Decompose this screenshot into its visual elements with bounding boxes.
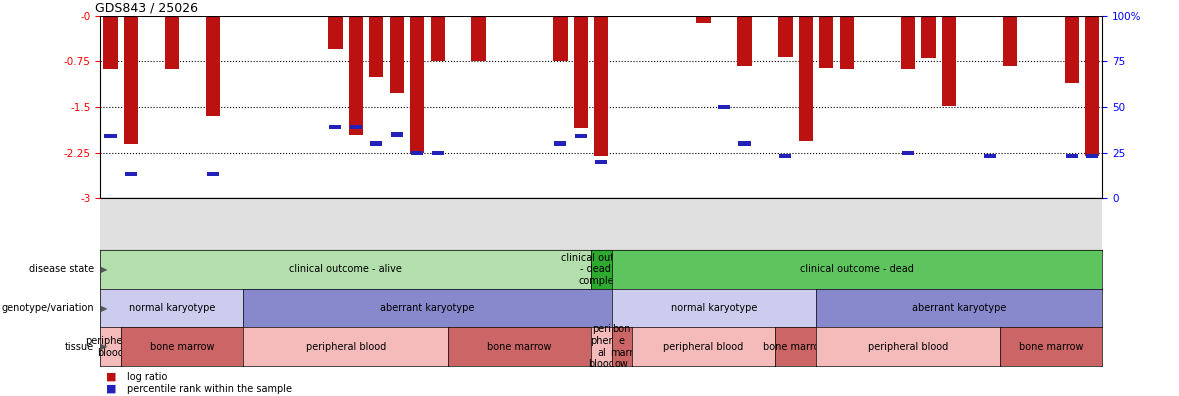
Bar — [205, 16, 219, 116]
Text: ■: ■ — [106, 372, 117, 382]
Text: normal karyotype: normal karyotype — [671, 303, 757, 313]
Text: genotype/variation: genotype/variation — [1, 303, 94, 313]
Bar — [390, 132, 403, 137]
Bar — [738, 141, 751, 146]
Bar — [1003, 16, 1017, 66]
Text: GDS843 / 25026: GDS843 / 25026 — [95, 2, 198, 15]
Text: peripheral blood: peripheral blood — [664, 342, 744, 352]
Bar — [1066, 154, 1078, 158]
Text: normal karyotype: normal karyotype — [129, 303, 215, 313]
Bar — [430, 16, 444, 61]
Bar — [472, 16, 486, 61]
Text: disease state: disease state — [29, 264, 94, 274]
Text: tissue: tissue — [65, 342, 94, 352]
Bar — [1065, 16, 1079, 83]
Bar — [779, 154, 791, 158]
Bar — [594, 16, 608, 156]
Text: peripheral
blood: peripheral blood — [85, 336, 136, 358]
Text: clinical outcome
- dead in
complete: clinical outcome - dead in complete — [561, 253, 641, 286]
Text: peri
pher
al
blood: peri pher al blood — [588, 324, 614, 369]
Text: clinical outcome - dead: clinical outcome - dead — [801, 264, 914, 274]
Bar — [410, 16, 424, 153]
Bar — [983, 154, 996, 158]
Bar — [349, 16, 363, 135]
Text: bon
e
marr
ow: bon e marr ow — [610, 324, 633, 369]
Text: bone marrow: bone marrow — [763, 342, 828, 352]
Bar — [778, 16, 792, 57]
Bar — [411, 150, 423, 155]
Bar — [124, 16, 138, 144]
Text: peripheral blood: peripheral blood — [305, 342, 386, 352]
Bar — [432, 150, 443, 155]
Bar — [206, 172, 219, 176]
Bar — [328, 16, 343, 50]
Text: ▶: ▶ — [101, 343, 108, 351]
Bar — [165, 16, 179, 69]
Bar — [350, 125, 362, 129]
Text: ▶: ▶ — [101, 265, 108, 274]
Bar — [389, 16, 404, 93]
Text: ■: ■ — [106, 384, 117, 394]
Text: log ratio: log ratio — [127, 372, 167, 382]
Text: aberrant karyotype: aberrant karyotype — [913, 303, 1007, 313]
Text: bone marrow: bone marrow — [150, 342, 215, 352]
Bar — [1086, 154, 1098, 158]
Bar — [553, 16, 567, 61]
Bar — [819, 16, 834, 68]
Bar — [1085, 16, 1099, 156]
Bar — [718, 105, 730, 109]
Bar — [369, 16, 383, 77]
Bar — [942, 16, 956, 106]
Text: bone marrow: bone marrow — [1019, 342, 1084, 352]
Bar — [595, 160, 607, 164]
Bar — [105, 133, 117, 138]
Text: ▶: ▶ — [101, 304, 108, 312]
Bar — [902, 150, 914, 155]
Bar — [574, 16, 588, 128]
Bar — [798, 16, 814, 141]
Text: aberrant karyotype: aberrant karyotype — [381, 303, 475, 313]
Bar — [737, 16, 752, 66]
Bar — [574, 133, 587, 138]
Text: bone marrow: bone marrow — [487, 342, 552, 352]
Bar — [329, 125, 342, 129]
Text: percentile rank within the sample: percentile rank within the sample — [127, 384, 292, 394]
Text: clinical outcome - alive: clinical outcome - alive — [289, 264, 402, 274]
Bar — [125, 172, 137, 176]
Bar — [104, 16, 118, 69]
Bar — [901, 16, 915, 69]
Bar — [697, 16, 711, 23]
Bar — [370, 141, 382, 146]
Bar — [839, 16, 854, 69]
Bar — [554, 141, 566, 146]
Text: peripheral blood: peripheral blood — [868, 342, 948, 352]
Bar — [921, 16, 936, 58]
